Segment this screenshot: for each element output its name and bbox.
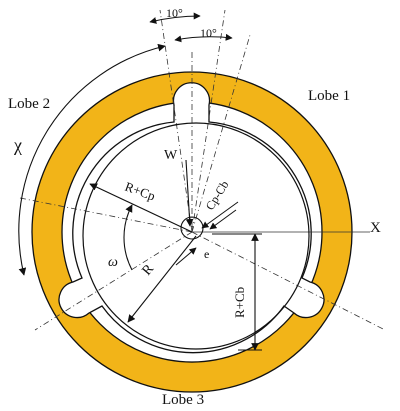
angle-left-label: 10°: [166, 6, 183, 20]
omega-label: ω: [108, 255, 118, 270]
r-plus-cb-label: R+Cb: [232, 287, 247, 318]
r-arrow: [127, 235, 197, 323]
eccentricity-arrow-lower: [175, 247, 197, 266]
e-label: e: [204, 247, 209, 261]
angle-arc-left: [149, 12, 201, 24]
x-label: X: [370, 220, 381, 236]
w-label: W: [164, 148, 178, 163]
lobe-2-label: Lobe 2: [8, 96, 50, 112]
eccentricity-arrow-upper: [209, 209, 237, 230]
angle-right-label: 10°: [200, 26, 217, 40]
lobe-3-label: Lobe 3: [162, 392, 204, 408]
cp-minus-cb-arrow: [201, 201, 239, 229]
chi-arrow: [18, 43, 166, 276]
lobe-1-label: Lobe 1: [308, 88, 350, 104]
load-arrow: [185, 159, 194, 227]
chi-label: χ: [13, 135, 22, 155]
angle-arc-right: [174, 33, 233, 43]
